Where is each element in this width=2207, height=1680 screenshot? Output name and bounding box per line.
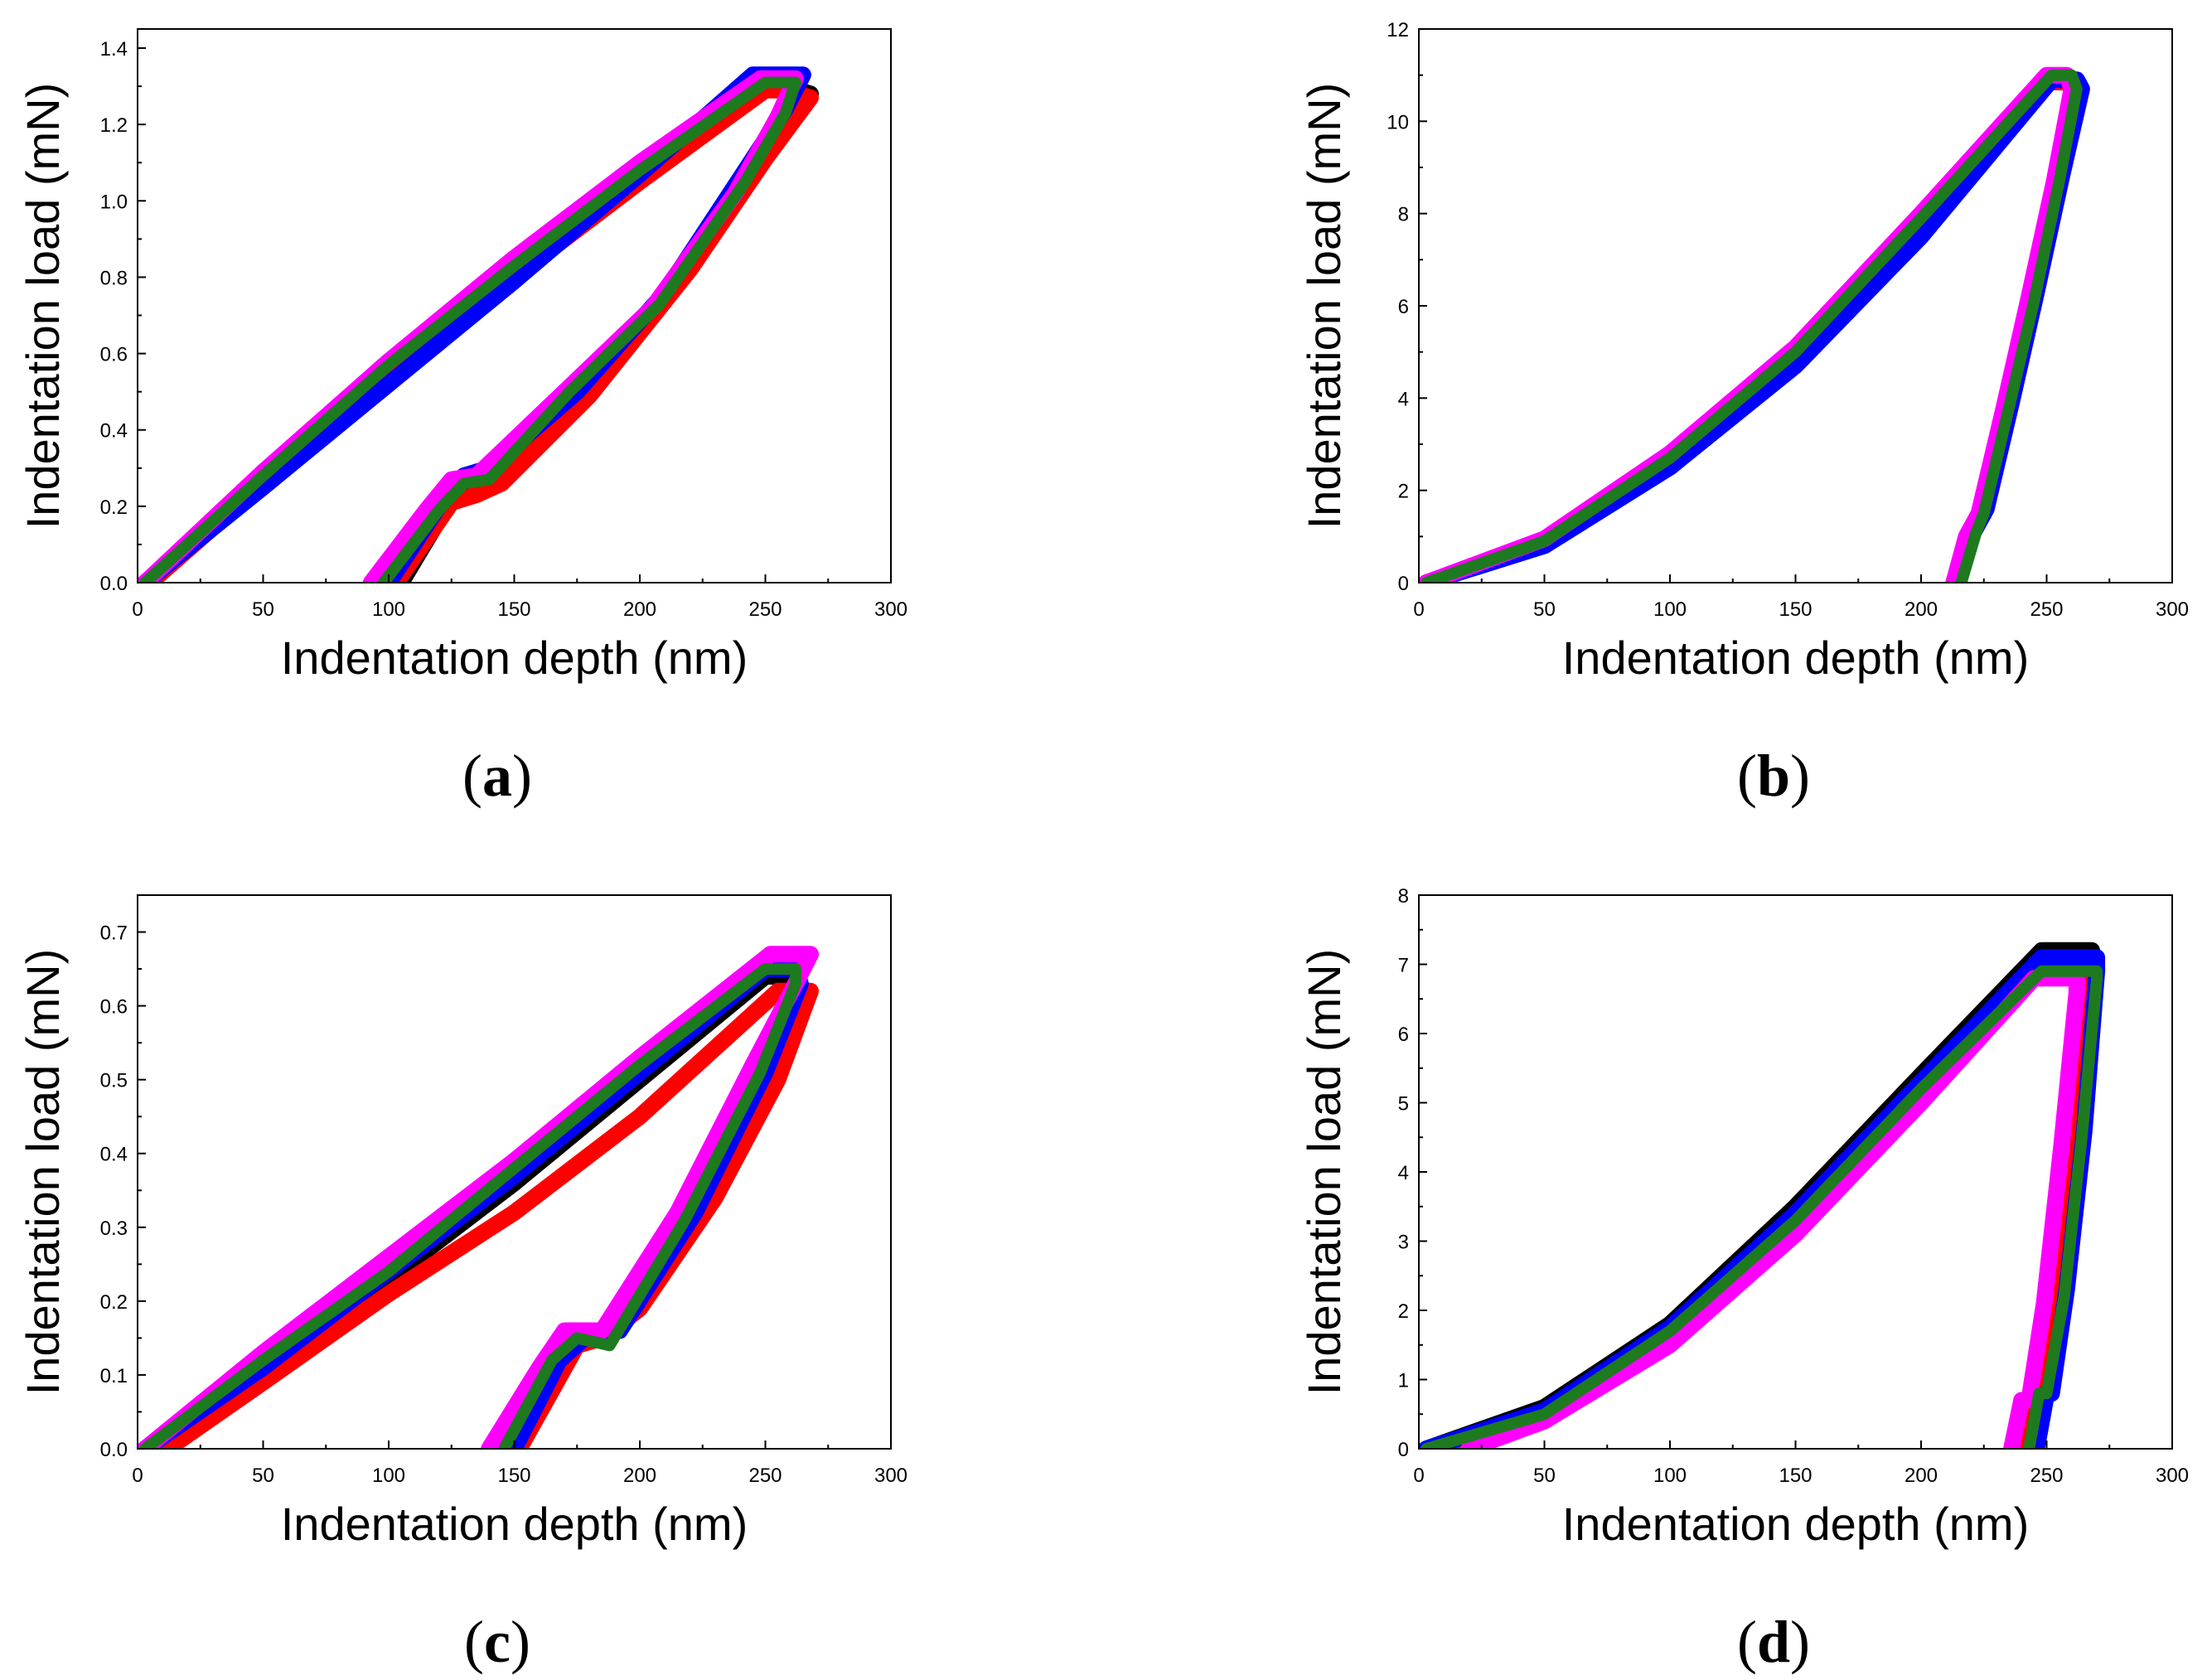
y-axis-label: Indentation load (mN) <box>17 949 69 1396</box>
series-group <box>138 66 819 583</box>
y-tick-label: 12 <box>1387 19 1409 41</box>
y-tick-label: 0.1 <box>100 1365 128 1387</box>
x-tick-label: 100 <box>372 1465 405 1487</box>
series-magenta-line <box>138 946 819 1449</box>
y-tick-label: 7 <box>1398 955 1409 977</box>
x-tick-label: 50 <box>1533 598 1556 621</box>
chart-panel-a: 0 50 100 150 200 250 300 0.0 0.2 0.4 0.6 0.8 1.0 1.2 1… <box>17 28 907 809</box>
y-tick-label: 4 <box>1398 388 1409 410</box>
y-tick-label: 0.6 <box>100 344 128 366</box>
x-axis-label: Indentation depth (nm) <box>281 1498 748 1550</box>
y-tick-label: 3 <box>1398 1232 1409 1254</box>
series-group <box>1419 66 2090 583</box>
y-tick-label: 0.4 <box>100 1144 128 1166</box>
series-magenta-line <box>1460 970 2085 1449</box>
x-tick-label: 0 <box>132 598 143 621</box>
y-tick-label: 1.0 <box>100 191 128 213</box>
y-tick-label: 6 <box>1398 1024 1409 1046</box>
x-tick-label: 300 <box>874 598 907 621</box>
y-tick-label: 2 <box>1398 481 1409 503</box>
x-tick-label: 150 <box>497 1465 530 1487</box>
x-tick-label: 50 <box>252 598 274 621</box>
y-tick-label: 0.2 <box>100 1291 128 1314</box>
panel-caption-c: (c) <box>464 1609 530 1675</box>
x-tick-label: 200 <box>1905 1465 1938 1487</box>
x-tick-label: 100 <box>372 598 405 621</box>
x-tick-label: 300 <box>874 1465 907 1487</box>
series-green-line <box>139 76 801 583</box>
y-tick-label: 0 <box>1398 1439 1409 1461</box>
y-tick-label: 0 <box>1398 573 1409 595</box>
chart-panel-d: 0 50 100 150 200 250 300 0 1 2 3 4 5 6 7 8 Indentation d… <box>1298 885 2189 1675</box>
y-tick-label: 0.2 <box>100 496 128 519</box>
y-tick-label: 6 <box>1398 296 1409 318</box>
y-tick-label: 0.8 <box>100 267 128 289</box>
y-tick-label: 0.7 <box>100 922 128 945</box>
x-axis-label: Indentation depth (nm) <box>281 632 748 684</box>
chart-panel-c: 0 50 100 150 200 250 300 0.0 0.1 0.2 0.3 0.4 0.5 0.6 0… <box>17 894 907 1675</box>
y-tick-label: 1.4 <box>100 38 128 61</box>
y-tick-label: 1 <box>1398 1370 1409 1392</box>
series-green-line <box>139 963 801 1449</box>
x-axis-label: Indentation depth (nm) <box>1562 632 2029 684</box>
y-tick-label: 2 <box>1398 1300 1409 1323</box>
y-tick-label: 4 <box>1398 1162 1409 1184</box>
x-tick-label: 250 <box>2030 598 2063 621</box>
x-axis-label: Indentation depth (nm) <box>1562 1498 2029 1550</box>
x-tick-label: 200 <box>623 598 656 621</box>
x-tick-label: 50 <box>252 1465 274 1487</box>
series-group <box>138 946 819 1449</box>
y-tick-label: 0.0 <box>100 573 128 595</box>
x-tick-label: 200 <box>1905 598 1938 621</box>
chart-panel-b: 0 50 100 150 200 250 300 0 2 4 6 8 10 12 Indentation d… <box>1298 19 2189 809</box>
x-tick-label: 50 <box>1533 1465 1556 1487</box>
x-tick-label: 150 <box>1779 598 1812 621</box>
x-tick-label: 150 <box>1779 1465 1812 1487</box>
y-tick-label: 0.4 <box>100 420 128 443</box>
x-tick-label: 300 <box>2156 598 2189 621</box>
x-tick-label: 0 <box>132 1465 143 1487</box>
y-tick-label: 1.2 <box>100 114 128 137</box>
x-tick-label: 300 <box>2156 1465 2189 1487</box>
x-tick-label: 100 <box>1653 1465 1687 1487</box>
y-axis-label: Indentation load (mN) <box>1298 949 1350 1396</box>
y-tick-label: 0.5 <box>100 1070 128 1092</box>
y-axis-label: Indentation load (mN) <box>1298 83 1350 530</box>
y-tick-label: 0.3 <box>100 1218 128 1240</box>
y-tick-label: 8 <box>1398 885 1409 908</box>
series-red-line <box>159 982 819 1449</box>
x-tick-label: 0 <box>1413 598 1424 621</box>
y-tick-label: 8 <box>1398 204 1409 226</box>
y-tick-label: 0.6 <box>100 996 128 1019</box>
panel-caption-b: (b) <box>1737 743 1810 809</box>
y-tick-label: 10 <box>1387 111 1409 133</box>
series-green-line <box>1421 965 2103 1449</box>
panel-caption-a: (a) <box>462 743 532 809</box>
y-tick-label: 5 <box>1398 1093 1409 1116</box>
series-blue-line <box>138 66 811 583</box>
x-tick-label: 250 <box>748 598 782 621</box>
x-tick-label: 0 <box>1413 1465 1424 1487</box>
y-tick-label: 0.0 <box>100 1439 128 1461</box>
series-group <box>1419 942 2106 1449</box>
y-axis-label: Indentation load (mN) <box>17 83 69 530</box>
x-tick-label: 150 <box>497 598 530 621</box>
series-green-line <box>1421 69 2083 583</box>
x-tick-label: 250 <box>2030 1465 2063 1487</box>
x-tick-label: 100 <box>1653 598 1687 621</box>
x-tick-label: 250 <box>748 1465 782 1487</box>
panel-caption-d: (d) <box>1737 1609 1810 1675</box>
x-tick-label: 200 <box>623 1465 656 1487</box>
